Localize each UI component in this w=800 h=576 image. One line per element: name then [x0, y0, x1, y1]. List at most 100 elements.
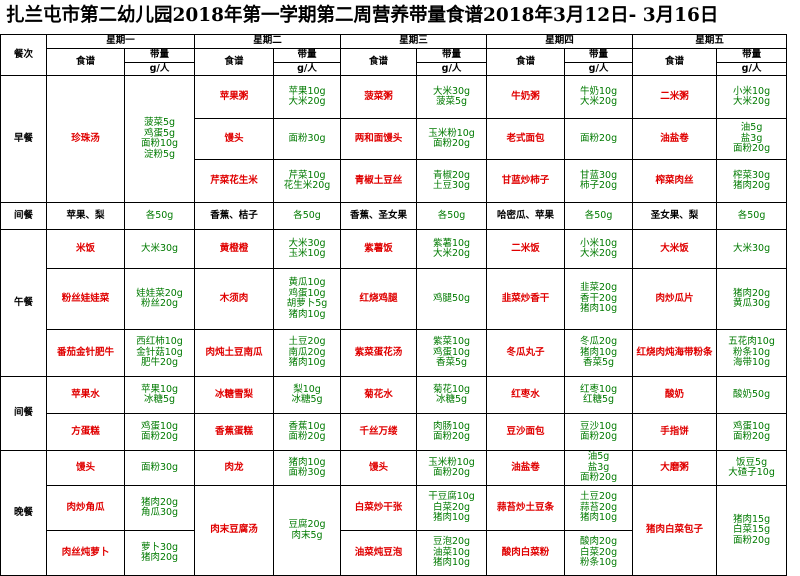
day-header: 星期二: [194, 34, 342, 49]
dish-name: 方蛋糕: [46, 413, 125, 451]
dish-name: 苹果、梨: [46, 202, 125, 230]
dish-name: 红枣水: [486, 376, 566, 414]
dish-name: 榨菜肉丝: [632, 159, 718, 203]
day-header: 星期四: [486, 34, 634, 49]
meal-label-dinner: 晚餐: [0, 450, 47, 576]
dish-amount: 紫菜10g 鸡蛋10g 香菜5g: [416, 329, 488, 377]
dish-name: 千丝万缕: [340, 413, 418, 451]
dish-amount: 猪肉10g 面粉30g: [273, 450, 342, 486]
dish-amount: 土豆20g 蒜苔20g 猪肉10g: [564, 485, 634, 531]
dish-amount: 各50g: [716, 202, 788, 230]
dish-name: 圣女果、梨: [632, 202, 718, 230]
dish-name: 珍珠汤: [46, 75, 125, 203]
dish-name: 冰糖雪梨: [194, 376, 275, 414]
dish-amount: 冬瓜20g 猪肉10g 香菜5g: [564, 329, 634, 377]
dish-name: 红烧鸡腿: [340, 268, 418, 330]
dish-name: 哈密瓜、苹果: [486, 202, 566, 230]
recipe-header: 食谱: [194, 48, 275, 76]
dish-name: 肉龙: [194, 450, 275, 486]
menu-table: 餐次 星期一 星期二 星期三 星期四 星期五 食谱 带量 食谱 带量 食谱 带量 食谱 带量 食谱 带量 g/人…: [0, 34, 788, 576]
dish-amount: 油5g 盐3g 面粉20g: [716, 118, 788, 160]
dish-name: 菊花水: [340, 376, 418, 414]
dish-amount: 各50g: [564, 202, 634, 230]
dish-name: 香蕉、圣女果: [340, 202, 418, 230]
dish-amount: 大米30g: [716, 229, 788, 269]
dish-amount: 大米30g 菠菜5g: [416, 75, 488, 119]
dish-name: 酸肉白菜粉: [486, 530, 566, 576]
dish-amount: 各50g: [273, 202, 342, 230]
dish-name: 苹果粥: [194, 75, 275, 119]
dish-amount: 各50g: [416, 202, 488, 230]
dish-amount: 油5g 盐3g 面粉20g: [564, 450, 634, 486]
dish-amount: 干豆腐10g 白菜20g 猪肉10g: [416, 485, 488, 531]
dish-amount: 小米10g 大米20g: [716, 75, 788, 119]
dish-name: 青椒土豆丝: [340, 159, 418, 203]
dish-name: 紫薯饭: [340, 229, 418, 269]
dish-name: 老式面包: [486, 118, 566, 160]
recipe-header: 食谱: [632, 48, 718, 76]
dish-name: 肉炖土豆南瓜: [194, 329, 275, 377]
dish-name: 馒头: [194, 118, 275, 160]
dish-amount: 芹菜10g 花生米20g: [273, 159, 342, 203]
dish-name: 馒头: [46, 450, 125, 486]
dish-name: 粉丝娃娃菜: [46, 268, 125, 330]
amount-header: 带量: [716, 48, 788, 63]
dish-name: 肉炒角瓜: [46, 485, 125, 531]
day-header: 星期三: [340, 34, 488, 49]
dish-amount: 酸奶50g: [716, 376, 788, 414]
dish-name: 油盐卷: [486, 450, 566, 486]
dish-amount: 青椒20g 土豆30g: [416, 159, 488, 203]
dish-name: 大米饭: [632, 229, 718, 269]
dish-name: 酸奶: [632, 376, 718, 414]
dish-name: 两和面馒头: [340, 118, 418, 160]
dish-amount: 苹果10g 冰糖5g: [123, 376, 196, 414]
dish-amount: 猪肉20g 角瓜30g: [123, 485, 196, 531]
dish-name: 手指饼: [632, 413, 718, 451]
dish-amount: 香蕉10g 面粉20g: [273, 413, 342, 451]
dish-name: 肉炒瓜片: [632, 268, 718, 330]
dish-amount: 面粉30g: [123, 450, 196, 486]
amount-header: 带量: [564, 48, 634, 63]
dish-amount: 牛奶10g 大米20g: [564, 75, 634, 119]
dish-amount: 肉肠10g 面粉20g: [416, 413, 488, 451]
dish-name: 馒头: [340, 450, 418, 486]
meal-label-snack: 间餐: [0, 202, 47, 230]
dish-amount: 小米10g 大米20g: [564, 229, 634, 269]
dish-amount: 玉米粉10g 面粉20g: [416, 118, 488, 160]
dish-amount: 萝卜30g 猪肉20g: [123, 530, 196, 576]
dish-name: 白菜炒干张: [340, 485, 418, 531]
dish-name: 油盐卷: [632, 118, 718, 160]
dish-name: 豆沙面包: [486, 413, 566, 451]
unit-header: g/人: [716, 62, 788, 76]
dish-amount: 鸡蛋10g 面粉20g: [123, 413, 196, 451]
recipe-header: 食谱: [46, 48, 125, 76]
dish-amount: 梨10g 冰糖5g: [273, 376, 342, 414]
unit-header: g/人: [273, 62, 342, 76]
dish-amount: 五花肉10g 粉条10g 海带10g: [716, 329, 788, 377]
unit-header: g/人: [564, 62, 634, 76]
dish-name: 冬瓜丸子: [486, 329, 566, 377]
dish-amount: 娃娃菜20g 粉丝20g: [123, 268, 196, 330]
dish-amount: 西红柿10g 金针菇10g 肥牛20g: [123, 329, 196, 377]
meal-label-lunch: 午餐: [0, 229, 47, 377]
dish-amount: 红枣10g 红糖5g: [564, 376, 634, 414]
dish-amount: 苹果10g 大米20g: [273, 75, 342, 119]
dish-amount: 饭豆5g 大碴子10g: [716, 450, 788, 486]
dish-amount: 菊花10g 冰糖5g: [416, 376, 488, 414]
amount-header: 带量: [273, 48, 342, 63]
recipe-header: 食谱: [486, 48, 566, 76]
dish-name: 米饭: [46, 229, 125, 269]
dish-name: 芹菜花生米: [194, 159, 275, 203]
dish-amount: 鸡腿50g: [416, 268, 488, 330]
dish-name: 大磨粥: [632, 450, 718, 486]
dish-amount: 大米30g: [123, 229, 196, 269]
meal-label-breakfast: 早餐: [0, 75, 47, 203]
dish-amount: 各50g: [123, 202, 196, 230]
dish-amount: 黄瓜10g 鸡蛋10g 胡萝卜5g 猪肉10g: [273, 268, 342, 330]
dish-amount: 猪肉15g 白菜15g 面粉20g: [716, 485, 788, 576]
dish-name: 香蕉、桔子: [194, 202, 275, 230]
dish-name: 二米饭: [486, 229, 566, 269]
dish-amount: 猪肉20g 黄瓜30g: [716, 268, 788, 330]
dish-name: 蒜苔炒土豆条: [486, 485, 566, 531]
day-header: 星期五: [632, 34, 788, 49]
